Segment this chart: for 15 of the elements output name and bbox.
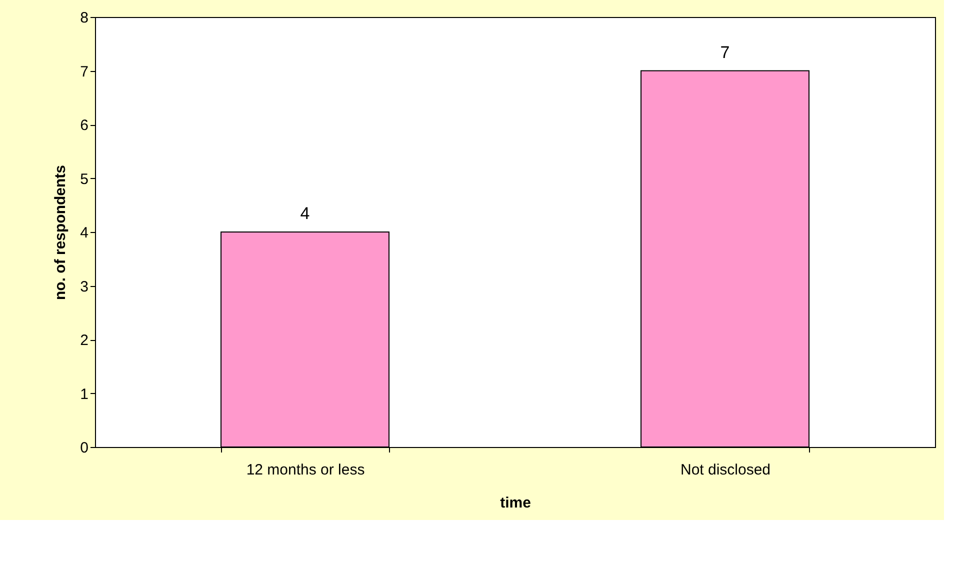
y-tick-label: 6 — [80, 117, 88, 134]
y-tick-label: 2 — [80, 332, 88, 349]
y-axis-title: no. of respondents — [52, 165, 70, 300]
x-axis-title: time — [500, 494, 531, 512]
y-tick-label: 7 — [80, 63, 88, 80]
y-tick-label: 5 — [80, 170, 88, 188]
y-tick-label: 1 — [80, 386, 88, 403]
data-label: 4 — [300, 204, 310, 223]
data-label: 7 — [720, 42, 730, 62]
y-tick-label: 3 — [80, 278, 88, 296]
x-tick-label: 12 months or less — [246, 462, 365, 478]
x-tick-label: Not disclosed — [680, 462, 771, 478]
y-tick-label: 4 — [80, 224, 88, 242]
y-tick-label: 0 — [80, 440, 88, 456]
y-tick-label: 8 — [80, 10, 88, 26]
